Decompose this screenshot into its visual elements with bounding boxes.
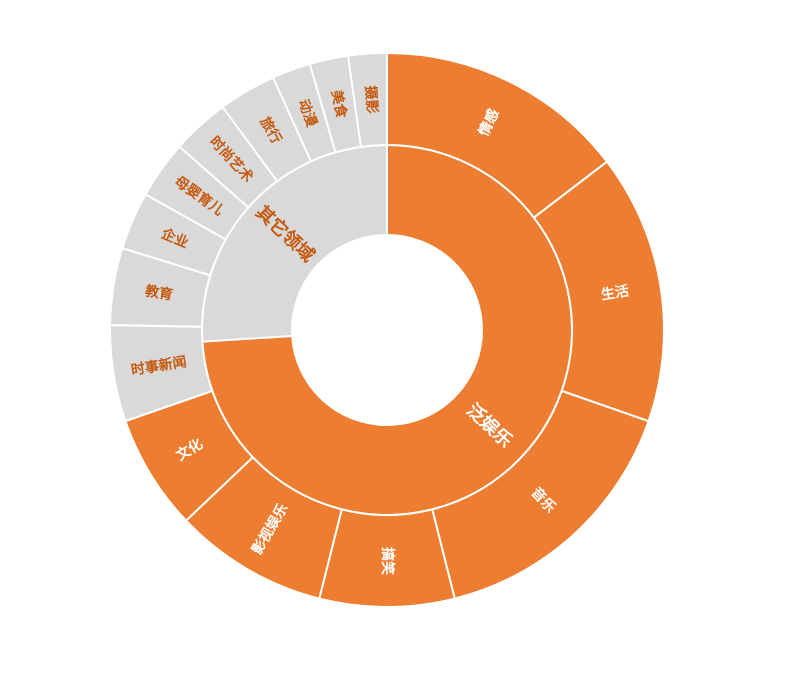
outer-label-14: 摄影 [362,85,381,114]
inner-ring [201,143,573,516]
outer-ring [109,51,665,608]
outer-label-13: 美食 [328,89,351,121]
outer-label-1: 生活 [600,282,630,303]
outer-segment-14 [346,51,388,148]
outer-label-3: 搞笑 [379,547,396,575]
outer-label-7: 教育 [144,282,174,303]
